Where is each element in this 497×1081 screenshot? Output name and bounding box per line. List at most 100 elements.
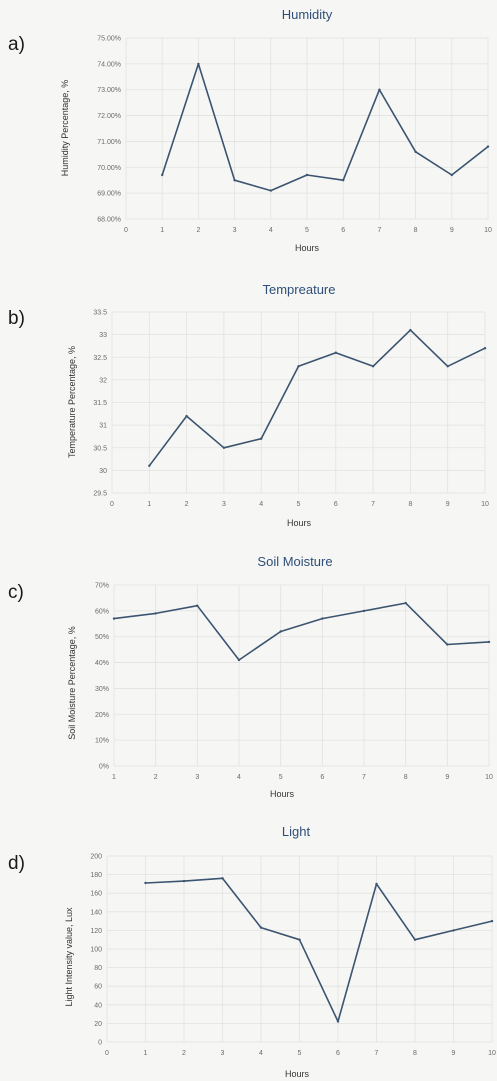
panel-letter-c: c)	[8, 582, 24, 603]
y-tick-label-humidity: 71.00%	[97, 139, 121, 146]
panel-letter-d: d)	[8, 853, 25, 874]
data-point-temperature	[185, 414, 188, 418]
x-tick-label-soil-moisture: 7	[362, 774, 366, 781]
x-tick-label-humidity: 0	[124, 227, 128, 234]
x-tick-label-soil-moisture: 5	[279, 774, 283, 781]
data-point-humidity	[450, 173, 453, 177]
y-tick-label-temperature: 32.5	[93, 355, 107, 362]
y-axis-label-soil-moisture: Soil Moisture Percentage, %	[67, 626, 77, 740]
y-tick-label-light: 120	[90, 928, 102, 935]
y-tick-label-temperature: 31	[99, 423, 107, 430]
x-tick-label-humidity: 1	[160, 227, 164, 234]
chart-panel-light: d) Light Hours Light Intensity value, Lu…	[8, 824, 496, 1079]
y-tick-label-soil-moisture: 30%	[95, 686, 109, 693]
chart-title-temperature: Tempreature	[263, 282, 336, 297]
data-point-soil-moisture	[196, 604, 199, 607]
chart-panel-temperature: b) Tempreature Hours Temperature Percent…	[8, 282, 489, 528]
x-tick-label-temperature: 1	[147, 501, 151, 508]
x-tick-label-humidity: 2	[196, 227, 200, 234]
y-axis-label-temperature: Temperature Percentage, %	[67, 346, 77, 458]
x-tick-label-light: 4	[259, 1050, 263, 1057]
plot-area-light: 0 20 40 60 80 100 120 140 160 180 200 0 1 2 3 4 5 6 7 8 9 10	[90, 854, 496, 1058]
series-line-temperature	[148, 329, 486, 467]
x-tick-label-temperature: 6	[334, 501, 338, 508]
data-point-soil-moisture	[321, 617, 324, 620]
y-tick-label-temperature: 33.5	[93, 310, 107, 317]
y-tick-label-humidity: 68.00%	[97, 217, 121, 224]
plot-area-humidity: 68.00% 69.00% 70.00% 71.00% 72.00% 73.00% 74.0…	[97, 36, 492, 235]
x-tick-label-light: 8	[413, 1050, 417, 1057]
data-point-light	[490, 919, 494, 923]
y-tick-label-humidity: 73.00%	[97, 87, 121, 94]
x-tick-label-temperature: 3	[222, 501, 226, 508]
x-tick-label-soil-moisture: 1	[112, 774, 116, 781]
y-tick-label-soil-moisture: 70%	[95, 583, 109, 590]
y-tick-label-temperature: 30.5	[93, 445, 107, 452]
x-tick-label-soil-moisture: 2	[154, 774, 158, 781]
data-point-humidity	[305, 173, 309, 177]
y-tick-label-humidity: 70.00%	[97, 165, 121, 172]
y-tick-label-soil-moisture: 50%	[95, 634, 109, 641]
x-tick-label-humidity: 8	[414, 227, 418, 234]
y-tick-label-light: 20	[94, 1021, 102, 1028]
data-point-temperature	[334, 351, 337, 354]
x-tick-label-light: 9	[452, 1050, 456, 1057]
x-tick-label-light: 3	[221, 1050, 225, 1057]
panel-letter-b: b)	[8, 308, 25, 329]
series-line-soil-moisture	[113, 602, 490, 661]
data-point-light	[375, 882, 378, 886]
series-line-humidity	[161, 63, 489, 192]
x-tick-label-temperature: 5	[297, 501, 301, 508]
data-point-soil-moisture	[279, 630, 282, 633]
data-point-light	[298, 938, 301, 941]
x-tick-label-temperature: 9	[446, 501, 450, 508]
data-point-temperature	[148, 464, 151, 467]
data-point-temperature	[409, 328, 412, 332]
data-point-light	[221, 877, 224, 880]
data-point-temperature	[446, 365, 449, 368]
y-tick-label-light: 0	[98, 1040, 102, 1047]
y-tick-label-light: 80	[94, 965, 102, 972]
data-point-humidity	[486, 145, 490, 148]
data-point-temperature	[371, 365, 375, 368]
x-tick-label-humidity: 3	[233, 227, 237, 234]
plot-area-temperature: 29.5 30 30.5 31 31.5 32 32.5 33 33.5 0 1 2 3 4 5 6 7 8 9 10	[93, 310, 489, 509]
data-point-temperature	[260, 437, 263, 440]
y-tick-label-light: 160	[90, 891, 102, 898]
chart-panel-humidity: a) Humidity Hours Humidity Percentage, %…	[8, 7, 492, 253]
x-axis-label-soil-moisture: Hours	[270, 789, 295, 799]
y-tick-label-humidity: 69.00%	[97, 191, 121, 198]
y-tick-label-temperature: 32	[99, 377, 107, 384]
series-line-light	[145, 877, 493, 1023]
data-point-soil-moisture	[446, 643, 449, 646]
x-tick-label-light: 2	[182, 1050, 186, 1057]
data-point-humidity	[269, 189, 272, 192]
x-tick-label-light: 7	[375, 1050, 379, 1057]
data-point-light	[182, 879, 186, 883]
data-point-humidity	[414, 150, 417, 153]
x-tick-label-soil-moisture: 8	[404, 774, 408, 781]
data-point-soil-moisture	[237, 658, 241, 662]
x-tick-label-soil-moisture: 10	[485, 774, 493, 781]
data-point-humidity	[233, 179, 236, 182]
chart-title-soil-moisture: Soil Moisture	[257, 554, 332, 569]
x-tick-label-light: 5	[298, 1050, 302, 1057]
x-tick-label-temperature: 8	[408, 501, 412, 508]
data-point-humidity	[161, 173, 164, 177]
data-point-humidity	[378, 88, 381, 91]
y-tick-label-temperature: 29.5	[93, 491, 107, 498]
chart-title-humidity: Humidity	[282, 7, 333, 22]
y-tick-label-temperature: 33	[99, 332, 107, 339]
y-axis-label-light: Light Intensity value, Lux	[64, 907, 74, 1007]
plot-area-soil-moisture: 0% 10% 20% 30% 40% 50% 60% 70% 1 2 3 4 5 6 7 8 9 10	[95, 583, 493, 782]
x-tick-label-temperature: 2	[185, 501, 189, 508]
y-tick-label-soil-moisture: 40%	[95, 660, 109, 667]
y-tick-label-light: 60	[94, 984, 102, 991]
data-point-light	[452, 929, 455, 932]
x-tick-label-soil-moisture: 3	[195, 774, 199, 781]
data-point-soil-moisture	[112, 617, 116, 620]
y-tick-label-soil-moisture: 0%	[99, 764, 109, 771]
x-tick-label-light: 10	[488, 1050, 496, 1057]
x-tick-label-light: 0	[105, 1050, 109, 1057]
data-point-temperature	[222, 446, 226, 449]
